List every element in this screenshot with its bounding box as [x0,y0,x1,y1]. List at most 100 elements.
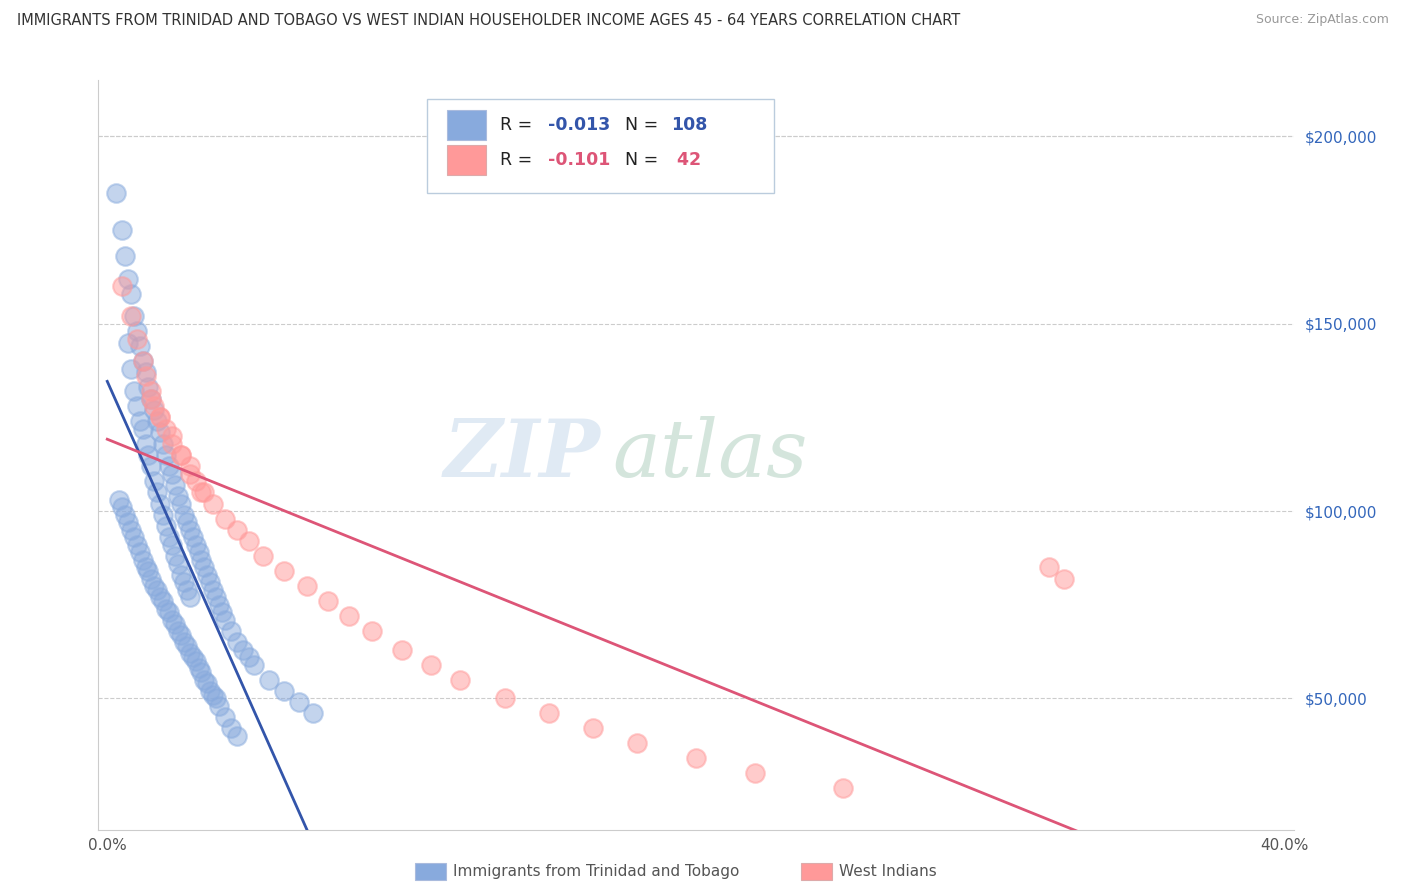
Text: -0.101: -0.101 [548,152,610,169]
Point [179,647,201,661]
Text: R =: R = [501,152,537,169]
Point [832,781,855,796]
Point [685,751,707,765]
Point [122,530,145,544]
Point [105,186,128,200]
Point [170,567,193,582]
Point [361,624,384,638]
Point [190,485,212,500]
Point [157,605,180,619]
Point [219,722,242,736]
Point [214,613,236,627]
Point [146,485,169,500]
Point [141,459,163,474]
Point [170,628,193,642]
Point [257,673,280,687]
Point [134,369,156,384]
Point [163,549,186,563]
Point [138,564,160,578]
Point [179,459,201,474]
Point [141,572,163,586]
Point [537,706,560,721]
Point [111,223,134,237]
Point [149,497,172,511]
Point [582,722,605,736]
Point [184,654,207,668]
Point [184,474,207,488]
Point [117,335,139,350]
Point [111,279,134,293]
Point [202,497,225,511]
Point [193,673,215,687]
Text: IMMIGRANTS FROM TRINIDAD AND TOBAGO VS WEST INDIAN HOUSEHOLDER INCOME AGES 45 - : IMMIGRANTS FROM TRINIDAD AND TOBAGO VS W… [17,13,960,29]
Point [160,436,183,450]
FancyBboxPatch shape [447,145,485,176]
Point [181,650,204,665]
Text: N =: N = [626,152,664,169]
Point [273,564,295,578]
Point [176,516,198,530]
Point [170,497,193,511]
Point [208,698,231,713]
Point [494,691,516,706]
Point [225,635,247,649]
Point [125,399,148,413]
Point [200,575,222,590]
Point [149,425,172,440]
Point [152,508,174,522]
Point [316,594,339,608]
Point [131,354,153,368]
Point [122,384,145,399]
FancyBboxPatch shape [427,99,773,193]
Point [337,609,360,624]
Point [252,549,274,563]
Point [219,624,242,638]
Point [179,523,201,537]
Point [160,467,183,481]
Point [167,489,190,503]
Point [273,684,295,698]
Point [193,485,215,500]
Point [225,523,247,537]
Point [190,665,212,680]
FancyBboxPatch shape [447,111,485,140]
Point [149,410,172,425]
Point [111,500,134,515]
Point [114,508,136,522]
Point [134,560,156,574]
Point [143,579,166,593]
Point [138,448,160,462]
Point [131,553,153,567]
Point [179,591,201,605]
Point [157,459,180,474]
Point [202,688,225,702]
Point [214,710,236,724]
Text: -0.013: -0.013 [548,116,610,134]
Point [187,545,209,559]
Point [141,392,163,406]
Point [122,310,145,324]
Point [202,582,225,597]
Point [128,545,150,559]
Point [420,657,443,672]
Point [214,511,236,525]
Point [117,516,139,530]
Point [128,414,150,428]
Point [143,403,166,417]
Point [160,538,183,552]
Point [143,399,166,413]
Point [1038,560,1060,574]
Point [128,339,150,353]
Point [167,557,190,571]
Point [211,605,233,619]
Point [167,624,190,638]
Point [238,534,260,549]
Point [131,422,153,436]
Point [160,613,183,627]
Point [181,530,204,544]
Point [152,436,174,450]
Text: atlas: atlas [613,417,807,493]
Point [134,366,156,380]
Point [173,508,195,522]
Point [134,436,156,450]
